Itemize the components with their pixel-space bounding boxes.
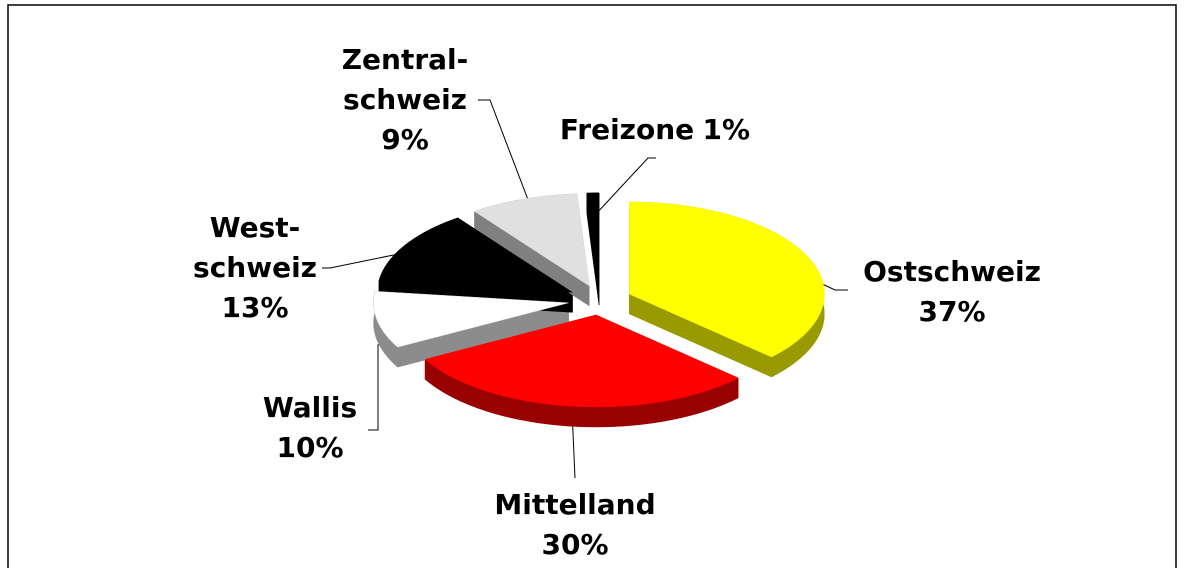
data-label: Zentral- schweiz 9%: [342, 40, 469, 160]
value-label: 10%: [276, 431, 344, 464]
value-label: 13%: [221, 291, 289, 324]
leader-line: [322, 249, 419, 269]
slice-tops: [373, 192, 825, 408]
value-label: 1%: [702, 113, 751, 146]
value-label: 9%: [381, 123, 429, 156]
value-label: 37%: [918, 295, 986, 328]
category-label: Wallis: [262, 391, 358, 424]
value-label: 30%: [541, 528, 609, 561]
leader-line: [594, 157, 656, 216]
data-label: Freizone 1%: [560, 110, 750, 150]
category-label: Zentral- schweiz: [341, 43, 469, 116]
data-label: Mittelland 30%: [494, 485, 655, 565]
slice: [473, 193, 590, 287]
slice: [424, 314, 739, 408]
slice: [629, 201, 825, 358]
leader-line: [478, 99, 536, 219]
category-label: Ostschweiz: [863, 255, 1041, 288]
frame: [7, 4, 1177, 568]
slice: [378, 217, 574, 293]
pie: [373, 192, 825, 428]
data-label: Ostschweiz 37%: [863, 252, 1041, 332]
category-label: Mittelland: [494, 488, 656, 521]
category-label: West- schweiz: [193, 211, 317, 284]
category-label: Freizone: [559, 113, 695, 146]
slice: [373, 291, 569, 348]
slice: [586, 192, 600, 285]
data-label: Wallis 10%: [263, 388, 357, 468]
data-label: West- schweiz 13%: [193, 208, 317, 328]
